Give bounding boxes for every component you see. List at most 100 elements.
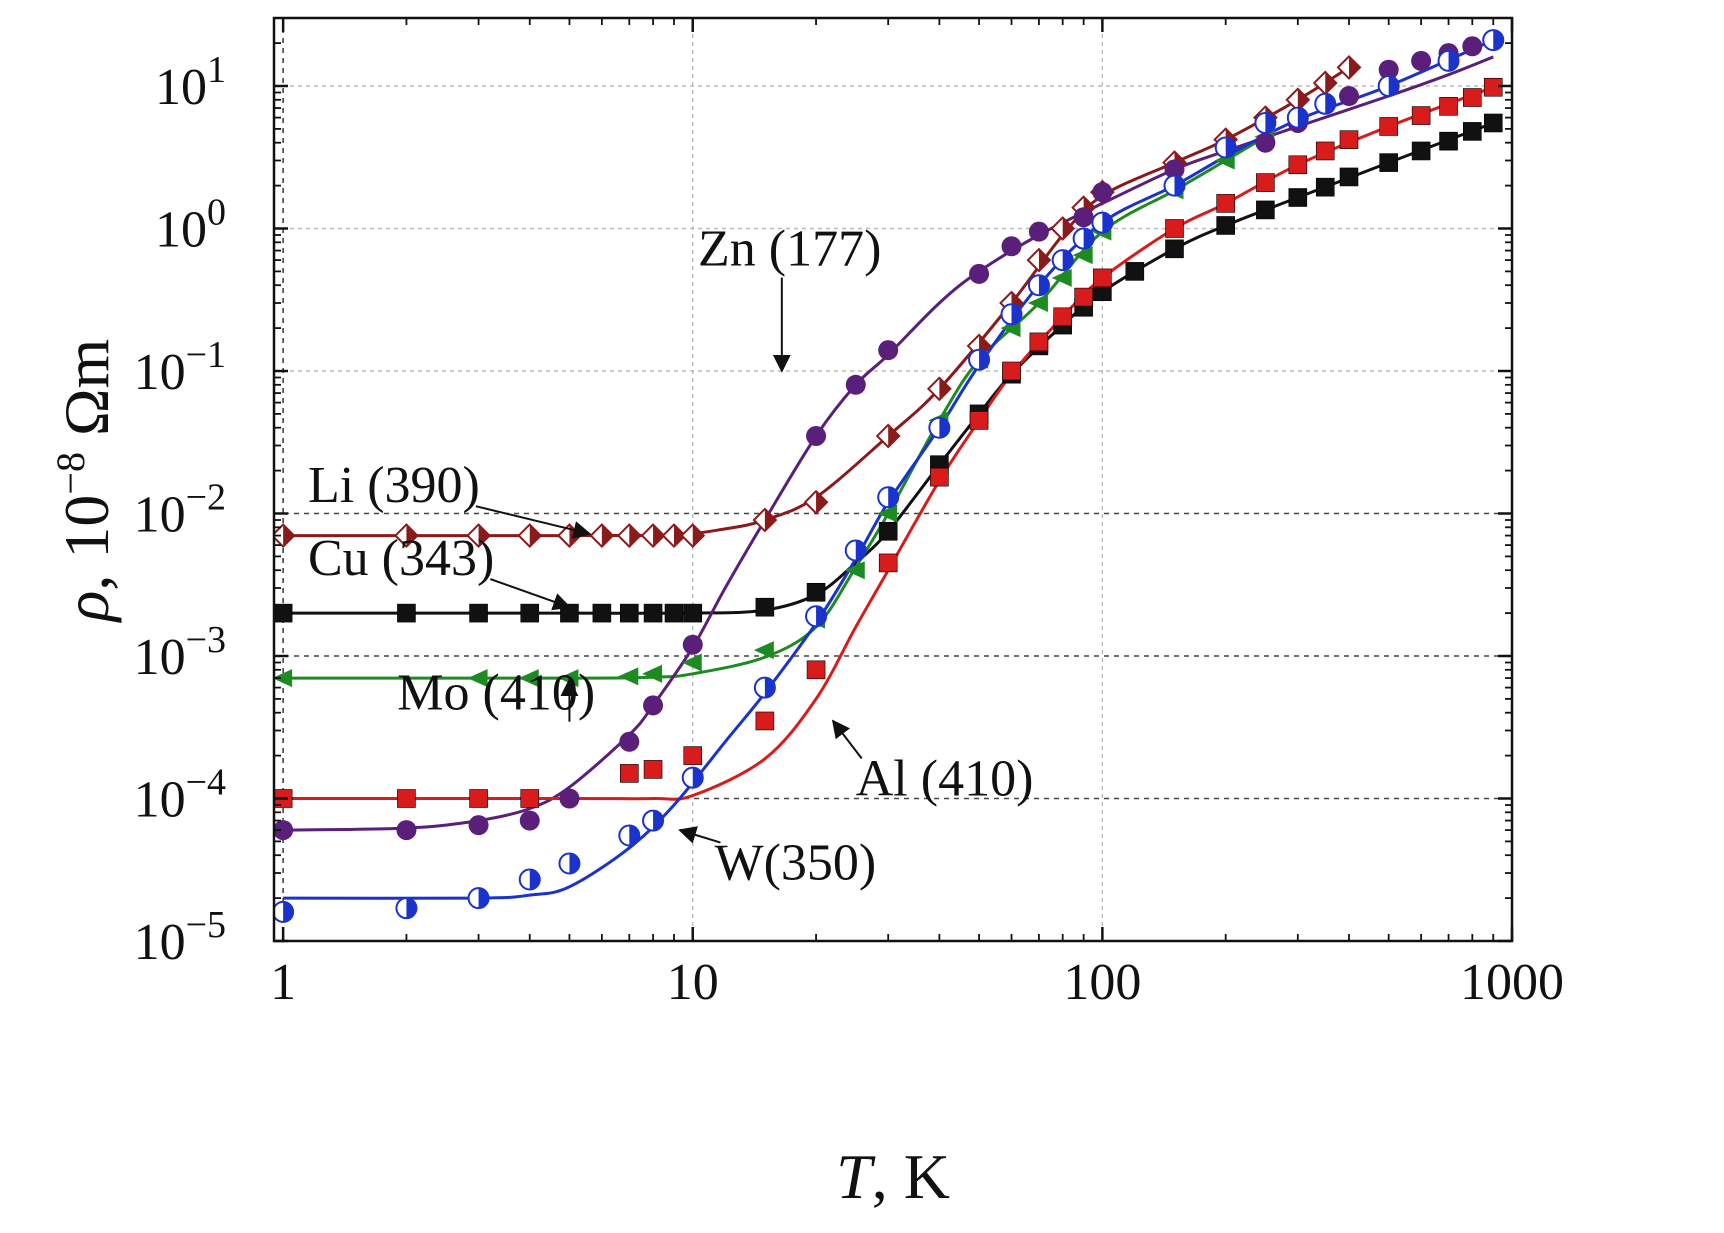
- al-410-data-point: [1256, 173, 1275, 192]
- li-390-data-point: [274, 523, 296, 548]
- zn-177-data-point: [682, 634, 703, 655]
- cu-343-data-point: [1256, 200, 1275, 220]
- zn-177-data-point: [1378, 59, 1399, 80]
- zn-177-data-point: [806, 425, 827, 446]
- axis-ticks: 1 10 100 1000 10−5 10−4 10−3 10−2 10−1 100 101: [134, 18, 1564, 1011]
- w-350-data-point: [467, 887, 490, 910]
- y-tick-label: 10−3: [134, 619, 226, 686]
- li-390-data-point: [1026, 247, 1052, 273]
- w-350-data-point: [877, 486, 900, 509]
- marker-fill: [1038, 275, 1049, 296]
- al-410-data-point: [1074, 287, 1093, 307]
- data-markers: [274, 29, 1505, 923]
- y-tick-label: 101: [155, 49, 226, 116]
- zn-177-data-point: [559, 788, 580, 809]
- li-390-data-point: [803, 489, 829, 515]
- marker-fill: [1174, 175, 1185, 196]
- al-410-data-point: [1288, 155, 1308, 175]
- marker-fill: [529, 869, 540, 890]
- marker-fill: [855, 540, 866, 561]
- al-410-data-point: [1315, 141, 1335, 161]
- al-410-data-point: [643, 760, 663, 779]
- zn-177-data-point: [468, 815, 489, 836]
- al-410-label-arrow: [831, 719, 863, 760]
- marker-fill: [1297, 88, 1309, 111]
- marker-fill: [816, 491, 828, 514]
- w-350-data-point: [1482, 29, 1505, 52]
- cu-343-label-arrow: [489, 578, 572, 611]
- cu-343-data-point: [1315, 177, 1335, 197]
- x-tick-label: 1: [270, 954, 296, 1011]
- li-390-data-point: [926, 376, 952, 402]
- y-axis-title: ρ, 10−8 Ωm: [48, 339, 122, 624]
- zn-177-data-point: [969, 263, 990, 284]
- marker-fill: [1388, 75, 1399, 96]
- w-350-data-point: [1377, 74, 1400, 97]
- marker-fill: [816, 606, 827, 627]
- marker-fill: [569, 524, 581, 547]
- li-390-data-point: [589, 523, 615, 548]
- cu-343-data-point: [878, 521, 898, 541]
- zn-177-data-point: [274, 820, 294, 841]
- w-350-data-point: [928, 416, 951, 439]
- al-410-data-point: [1439, 97, 1458, 116]
- cu-343-data-point: [397, 603, 416, 623]
- marker-fill: [529, 524, 541, 547]
- al-410-data-point: [520, 789, 540, 808]
- li-390-data-point: [640, 523, 666, 548]
- marker-fill: [478, 524, 490, 547]
- x-tick-label: 1000: [1460, 954, 1564, 1011]
- series-labels: Li (390) Cu (343) Mo (410) Zn (177) Al (410)…: [308, 220, 1033, 891]
- w-350-data-point: [681, 766, 704, 789]
- li-390-data-point: [616, 523, 642, 548]
- li-390-data-point: [875, 423, 901, 449]
- mo-410-data-point: [1051, 268, 1072, 287]
- mo-410-data-point: [844, 561, 865, 580]
- marker-fill: [1348, 56, 1360, 79]
- w-350-data-point: [1091, 211, 1114, 234]
- x-tick-label: 100: [1063, 954, 1141, 1011]
- zn-177-data-point: [619, 731, 640, 752]
- zn-177-data-point: [1164, 159, 1185, 180]
- y-axis-var: ρ: [51, 591, 122, 624]
- w-350-data-point: [1051, 249, 1074, 272]
- al-410-data-point: [930, 467, 949, 487]
- li-390-label-arrow: [475, 505, 592, 539]
- y-tick-label: 10−5: [134, 904, 226, 971]
- al-410-data-point: [469, 789, 488, 808]
- al-410-data-point: [397, 789, 416, 808]
- mo-410-data-point: [642, 664, 663, 683]
- marker-fill: [764, 677, 775, 698]
- cu-343-data-point: [643, 603, 663, 623]
- cu-343-data-point: [1463, 122, 1482, 141]
- w-350-data-point: [805, 605, 828, 628]
- marker-fill: [1297, 107, 1308, 128]
- li-390-data-point: [466, 523, 491, 548]
- li-390-data-point: [1050, 216, 1076, 241]
- marker-fill: [979, 349, 990, 370]
- y-tick-label: 10−2: [134, 476, 226, 543]
- marker-fill: [1062, 217, 1074, 240]
- w-350-data-point: [1214, 136, 1237, 159]
- mo-410-data-point: [618, 667, 639, 686]
- w-350-data-point: [642, 809, 665, 832]
- w-350-data-point: [274, 900, 295, 923]
- marker-fill: [653, 524, 665, 547]
- w-350-data-point: [1027, 274, 1050, 297]
- marker-fill: [478, 888, 489, 909]
- li-390-data-point: [517, 523, 543, 548]
- al-410-data-point: [969, 411, 989, 430]
- w-350-data-point: [1314, 92, 1337, 115]
- marker-fill: [601, 524, 613, 547]
- marker-fill: [406, 898, 417, 919]
- zn-177-label: Zn (177): [698, 220, 881, 277]
- w-350-data-point: [1072, 227, 1095, 250]
- cu-343-data-point: [1339, 167, 1359, 187]
- cu-343-data-point: [520, 603, 540, 623]
- li-390-data-point: [394, 523, 419, 548]
- x-axis-rest: , K: [872, 1141, 950, 1212]
- zn-177-data-point: [1462, 36, 1483, 57]
- marker-fill: [1038, 249, 1050, 272]
- al-410-data-point: [1379, 117, 1398, 136]
